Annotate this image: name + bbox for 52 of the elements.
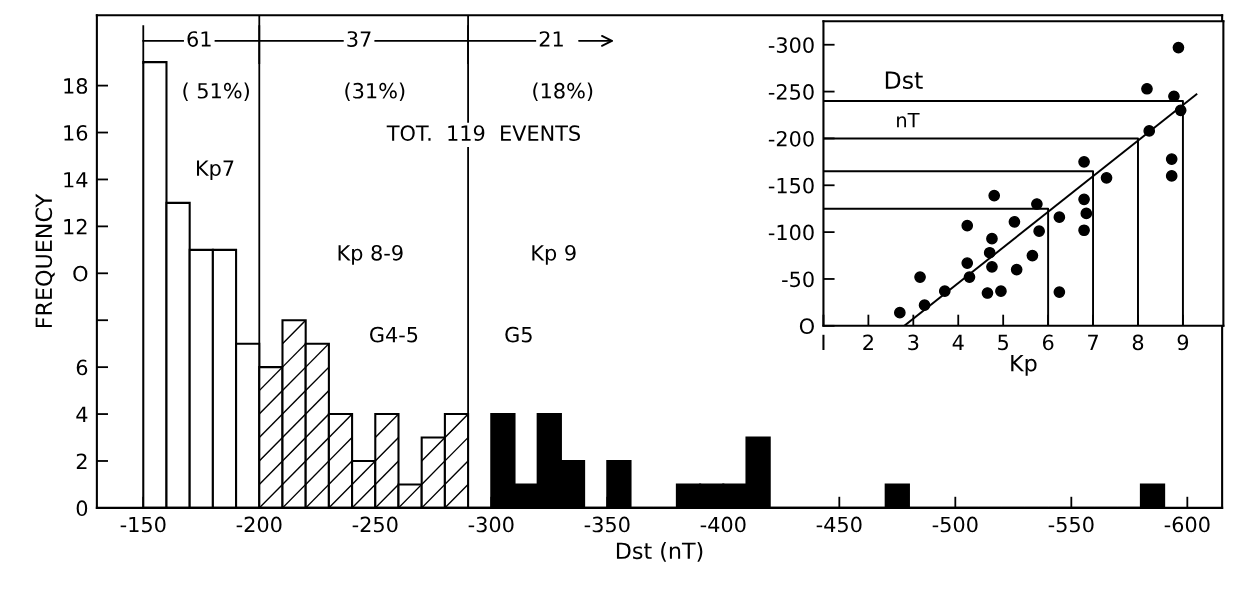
x-tick-label: 5 <box>998 334 1008 351</box>
x-axis-title: Kp <box>1011 355 1037 376</box>
y-tick-label: 6 <box>76 359 88 376</box>
y-tick-label: -100 <box>768 224 814 241</box>
x-tick-label: -450 <box>816 516 862 533</box>
x-tick-label: 2 <box>863 334 873 350</box>
x-tick-label: -150 <box>120 516 166 533</box>
y-tick-label: -250 <box>768 84 814 100</box>
x-tick-label: 8 <box>1132 334 1144 351</box>
y-tick-label: 0 <box>76 500 88 517</box>
y-axis-title: FREQUENCY <box>35 193 55 328</box>
x-tick-label: -300 <box>468 516 514 533</box>
x-tick-label: I <box>822 334 825 350</box>
x-tick-label: -500 <box>932 516 978 533</box>
annotation: TOT. 119 EVENTS <box>386 125 580 141</box>
x-tick-label: -350 <box>584 516 630 533</box>
y-tick-label: 16 <box>64 124 88 141</box>
y-tick-label: 14 <box>64 172 88 188</box>
annotation: Kp 8-9 <box>338 244 403 265</box>
x-tick-label: -600 <box>1164 516 1210 533</box>
annotation: (31%) <box>345 82 405 102</box>
annotation: (18%) <box>533 82 593 102</box>
y-tick-label: -300 <box>768 37 814 53</box>
x-tick-label: 3 <box>908 334 919 351</box>
annotation: 21 <box>539 31 563 47</box>
annotation: G4-5 <box>370 326 418 343</box>
y-tick-label: 12 <box>64 218 87 235</box>
annotation: ( 51%) <box>183 82 249 102</box>
y-tick-label: 18 <box>64 78 88 94</box>
x-tick-label: -400 <box>700 516 746 533</box>
y-tick-label: -50 <box>782 271 814 288</box>
x-axis-title: Dst (nT) <box>616 541 703 562</box>
y-tick-label: -200 <box>768 130 814 147</box>
y-tick-label: 2 <box>76 453 87 469</box>
x-tick-label: -250 <box>352 516 398 533</box>
annotation: G5 <box>505 326 532 343</box>
y-tick-label: -150 <box>768 177 814 194</box>
x-tick-label: -550 <box>1048 516 1094 533</box>
annotation: Dst <box>885 71 923 90</box>
y-tick-label: O <box>73 265 88 282</box>
x-tick-label: 7 <box>1088 334 1098 350</box>
annotation: 61 <box>187 31 211 47</box>
x-tick-label: 9 <box>1177 334 1189 351</box>
x-tick-label: 6 <box>1042 334 1054 351</box>
y-tick-label: 4 <box>76 406 88 422</box>
annotation: Kp7 <box>197 160 234 181</box>
y-tick-label: O <box>799 318 814 335</box>
annotation: 37 <box>347 31 371 47</box>
x-tick-label: -200 <box>236 516 282 533</box>
x-tick-label: 4 <box>952 334 964 350</box>
annotation: nT <box>897 112 920 128</box>
annotation: Kp 9 <box>532 244 576 265</box>
